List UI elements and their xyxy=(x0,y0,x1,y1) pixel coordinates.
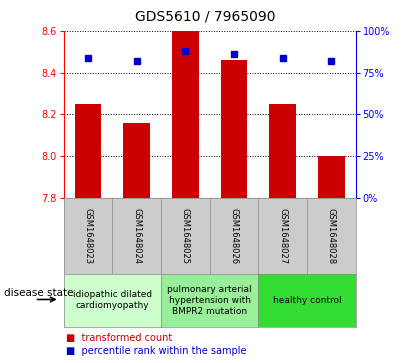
Text: GSM1648028: GSM1648028 xyxy=(327,208,336,264)
Bar xyxy=(318,156,344,198)
Text: healthy control: healthy control xyxy=(272,296,341,305)
Bar xyxy=(172,31,199,198)
Text: GDS5610 / 7965090: GDS5610 / 7965090 xyxy=(135,9,276,23)
Bar xyxy=(75,104,102,198)
Text: ■  transformed count: ■ transformed count xyxy=(66,333,172,343)
Text: idiopathic dilated
cardiomyopathy: idiopathic dilated cardiomyopathy xyxy=(73,290,152,310)
Text: disease state: disease state xyxy=(4,288,74,298)
Text: GSM1648025: GSM1648025 xyxy=(181,208,190,264)
Text: ■  percentile rank within the sample: ■ percentile rank within the sample xyxy=(66,346,246,356)
Text: pulmonary arterial
hypertension with
BMPR2 mutation: pulmonary arterial hypertension with BMP… xyxy=(167,285,252,316)
Text: GSM1648026: GSM1648026 xyxy=(229,208,238,264)
Text: GSM1648023: GSM1648023 xyxy=(83,208,92,264)
Bar xyxy=(221,60,247,198)
Bar xyxy=(269,104,296,198)
Bar xyxy=(123,123,150,198)
Text: GSM1648024: GSM1648024 xyxy=(132,208,141,264)
Text: GSM1648027: GSM1648027 xyxy=(278,208,287,264)
